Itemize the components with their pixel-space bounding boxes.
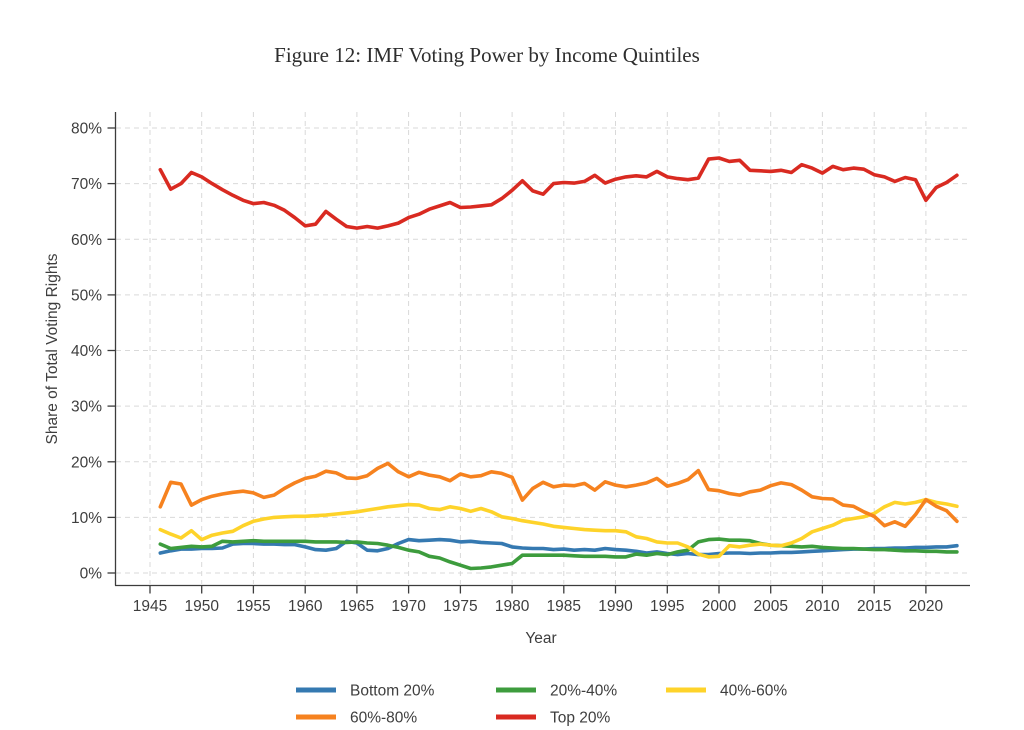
x-tick-label: 1980 xyxy=(495,598,530,615)
gridlines xyxy=(116,112,970,584)
x-tick-label: 1945 xyxy=(133,598,167,615)
legend-item-60-80: 60%-80% xyxy=(296,710,417,727)
x-tick-label: 1950 xyxy=(184,598,219,615)
x-tick-label: 2010 xyxy=(805,598,840,615)
legend-label-20-40: 20%-40% xyxy=(550,683,617,700)
y-tick-label: 70% xyxy=(71,176,102,193)
legend-item-40-60: 40%-60% xyxy=(666,683,787,700)
tick-labels: 0% 10% 20% 30% 40% 50% 60% 70% 80% 1945 1950 1955 19… xyxy=(71,121,944,616)
x-tick-label: 1985 xyxy=(547,598,581,615)
y-tick-label: 60% xyxy=(71,232,102,249)
x-tick-label: 1975 xyxy=(443,598,477,615)
x-tick-label: 1970 xyxy=(391,598,426,615)
legend-label-60-80: 60%-80% xyxy=(350,710,417,727)
line-20-40 xyxy=(158,537,959,571)
legend-label-top-20: Top 20% xyxy=(550,710,611,727)
legend-label-40-60: 40%-60% xyxy=(720,683,787,700)
chart-legend: Bottom 20% 20%-40% 40%-60% 60%-80% Top 20% xyxy=(296,683,787,727)
x-tick-label: 1965 xyxy=(340,598,374,615)
y-tick-label: 30% xyxy=(71,399,102,416)
x-tick-label: 1990 xyxy=(598,598,633,615)
x-tick-label: 2015 xyxy=(857,598,891,615)
axes xyxy=(107,112,970,594)
y-axis-title: Share of Total Voting Rights xyxy=(44,253,61,444)
line-top-20 xyxy=(158,156,959,230)
y-tick-label: 10% xyxy=(71,510,102,527)
x-tick-label: 1955 xyxy=(236,598,270,615)
legend-item-bottom-20: Bottom 20% xyxy=(296,683,435,700)
x-tick-label: 2000 xyxy=(702,598,737,615)
legend-item-top-20: Top 20% xyxy=(496,710,611,727)
x-tick-label: 1960 xyxy=(288,598,323,615)
x-axis-title: Year xyxy=(525,630,556,647)
legend-item-20-40: 20%-40% xyxy=(496,683,617,700)
y-tick-label: 50% xyxy=(71,287,102,304)
x-tick-label: 1995 xyxy=(650,598,684,615)
x-tick-label: 2020 xyxy=(909,598,944,615)
line-bottom-20 xyxy=(158,537,959,557)
data-series xyxy=(158,156,959,571)
y-tick-label: 40% xyxy=(71,343,102,360)
y-tick-label: 80% xyxy=(71,121,102,138)
y-tick-label: 0% xyxy=(80,566,103,583)
legend-label-bottom-20: Bottom 20% xyxy=(350,683,435,700)
y-tick-label: 20% xyxy=(71,454,102,471)
x-tick-label: 2005 xyxy=(753,598,787,615)
figure-title: Figure 12: IMF Voting Power by Income Qu… xyxy=(274,43,700,67)
line-60-80 xyxy=(158,461,959,529)
line-40-60 xyxy=(158,497,959,559)
